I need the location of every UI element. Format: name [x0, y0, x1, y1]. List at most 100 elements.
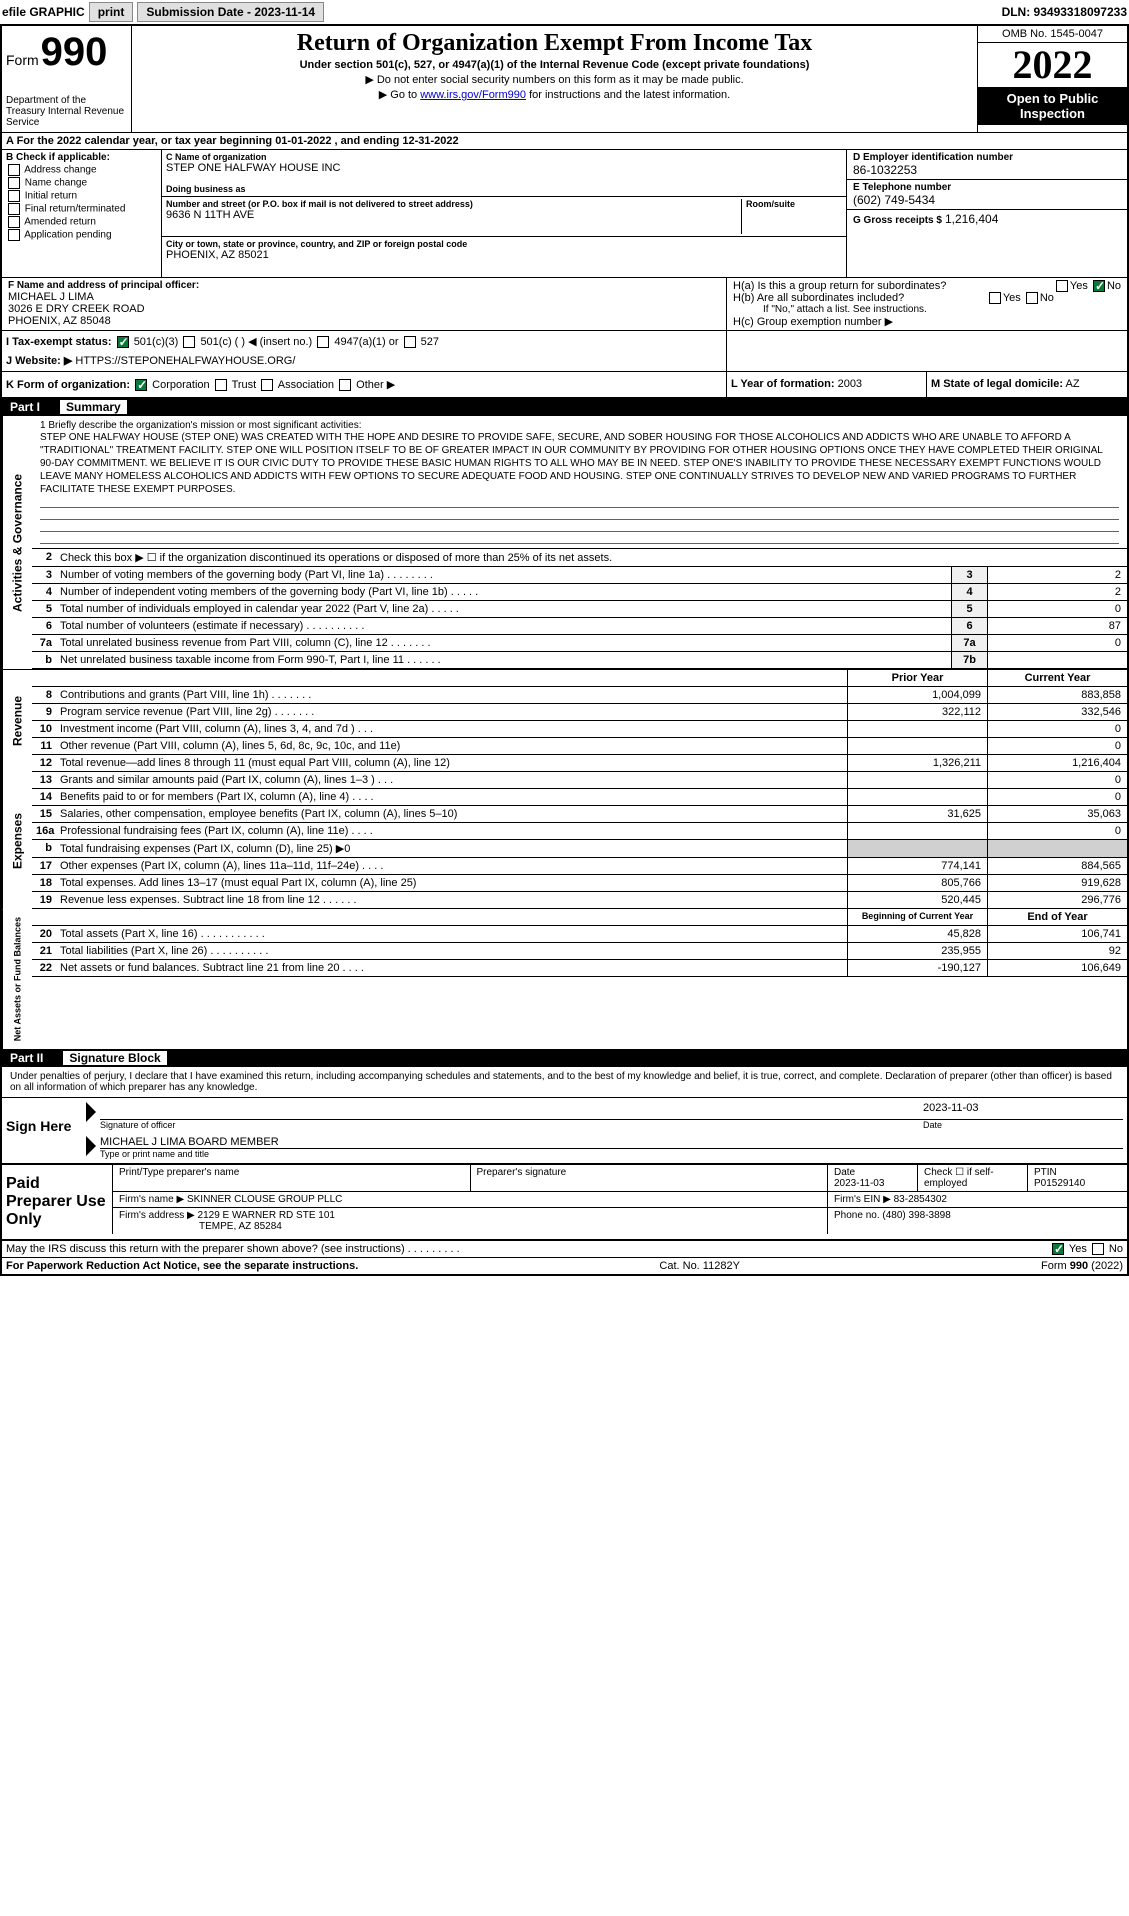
expenses-block: Expenses 13 Grants and similar amounts p… [2, 772, 1127, 909]
na-content: Beginning of Current Year End of Year 20… [32, 909, 1127, 1049]
line-desc: Benefits paid to or for members (Part IX… [56, 789, 847, 805]
chk-initial-return[interactable] [8, 190, 20, 202]
curr-val: 106,741 [987, 926, 1127, 942]
ha-no[interactable] [1093, 280, 1105, 292]
discuss-text: May the IRS discuss this return with the… [6, 1243, 460, 1255]
line-desc: Investment income (Part VIII, column (A)… [56, 721, 847, 737]
discuss-no[interactable] [1092, 1243, 1104, 1255]
line-desc: Total expenses. Add lines 13–17 (must eq… [56, 875, 847, 891]
chk-501c[interactable] [183, 336, 195, 348]
gov-line: 3 Number of voting members of the govern… [32, 567, 1127, 584]
line-desc: Check this box ▶ ☐ if the organization d… [56, 549, 1127, 566]
f-label: F Name and address of principal officer: [8, 280, 720, 291]
chk-527[interactable] [404, 336, 416, 348]
chk-4947[interactable] [317, 336, 329, 348]
l-label: L Year of formation: [731, 378, 835, 390]
net-assets-block: Net Assets or Fund Balances Beginning of… [2, 909, 1127, 1049]
submission-date-button[interactable]: Submission Date - 2023-11-14 [137, 2, 324, 22]
city-label: City or town, state or province, country… [166, 239, 842, 249]
chk-app-pending[interactable] [8, 229, 20, 241]
line-desc: Net unrelated business taxable income fr… [56, 652, 951, 668]
curr-val: 92 [987, 943, 1127, 959]
chk-final-return[interactable] [8, 203, 20, 215]
chk-corp[interactable] [135, 379, 147, 391]
l-val: 2003 [838, 378, 862, 390]
officer-name: MICHAEL J LIMA [8, 291, 720, 303]
k-3: Other ▶ [356, 379, 395, 391]
mission-block: 1 Briefly describe the organization's mi… [32, 416, 1127, 549]
print-button[interactable]: print [89, 2, 134, 22]
hb-no[interactable] [1026, 292, 1038, 304]
ha-row: H(a) Is this a group return for subordin… [733, 280, 1121, 292]
prior-val [847, 738, 987, 754]
line-num: 15 [32, 806, 56, 822]
part1-title: Summary [60, 400, 127, 414]
tax-year: 2022 [978, 43, 1127, 87]
prior-val: 520,445 [847, 892, 987, 908]
chk-address-change[interactable] [8, 164, 20, 176]
prep-date-label: Date [834, 1167, 911, 1178]
discuss-yes[interactable] [1052, 1243, 1064, 1255]
curr-val: 0 [987, 789, 1127, 805]
dln-label: DLN: 93493318097233 [1002, 5, 1127, 19]
chk-amended[interactable] [8, 216, 20, 228]
gross-row: G Gross receipts $ 1,216,404 [847, 210, 1127, 240]
part1-header: Part I Summary [2, 398, 1127, 416]
hb-yes[interactable] [989, 292, 1001, 304]
curr-val: 0 [987, 738, 1127, 754]
h-note: If "No," attach a list. See instructions… [733, 304, 1121, 315]
chk-trust[interactable] [215, 379, 227, 391]
gov-line: 7a Total unrelated business revenue from… [32, 635, 1127, 652]
sign-here-label: Sign Here [2, 1098, 82, 1163]
part2-num: Part II [10, 1051, 43, 1065]
line-desc: Total assets (Part X, line 16) . . . . .… [56, 926, 847, 942]
firm-label: Firm's name ▶ [119, 1194, 184, 1205]
gross-label: G Gross receipts $ [853, 215, 942, 226]
chk-501c3[interactable] [117, 336, 129, 348]
officer-printed-name: MICHAEL J LIMA BOARD MEMBER [100, 1136, 1123, 1149]
arrow-icon [86, 1136, 96, 1156]
line-num: 21 [32, 943, 56, 959]
data-line: 17 Other expenses (Part IX, column (A), … [32, 858, 1127, 875]
status-website-right [727, 331, 1127, 371]
line-num: 16a [32, 823, 56, 839]
data-line: 12 Total revenue—add lines 8 through 11 … [32, 755, 1127, 772]
prior-val: -190,127 [847, 960, 987, 976]
gov-line: b Net unrelated business taxable income … [32, 652, 1127, 669]
status-website-row: I Tax-exempt status: 501(c)(3) 501(c) ( … [2, 331, 1127, 372]
irs-link[interactable]: www.irs.gov/Form990 [420, 89, 526, 101]
ha-yes[interactable] [1056, 280, 1068, 292]
current-year-header: Current Year [987, 670, 1127, 686]
data-line: 8 Contributions and grants (Part VIII, l… [32, 687, 1127, 704]
line-desc: Other revenue (Part VIII, column (A), li… [56, 738, 847, 754]
form-ref: Form 990 (2022) [1041, 1260, 1123, 1272]
chk-other[interactable] [339, 379, 351, 391]
k-1: Trust [232, 379, 257, 391]
data-line: 20 Total assets (Part X, line 16) . . . … [32, 926, 1127, 943]
prep-row-2: Firm's name ▶ SKINNER CLOUSE GROUP PLLC … [112, 1192, 1127, 1208]
hb-label: H(b) Are all subordinates included? [733, 292, 904, 304]
line-num: 14 [32, 789, 56, 805]
chk-assoc[interactable] [261, 379, 273, 391]
i-label: I Tax-exempt status: [6, 336, 112, 348]
header-center: Return of Organization Exempt From Incom… [132, 26, 977, 132]
blue-line [40, 508, 1119, 520]
form-word: Form [6, 52, 39, 68]
blue-line [40, 496, 1119, 508]
subtitle-1: Under section 501(c), 527, or 4947(a)(1)… [136, 59, 973, 71]
phone-row: E Telephone number (602) 749-5434 [847, 180, 1127, 210]
prior-val: 31,625 [847, 806, 987, 822]
line-desc: Total number of individuals employed in … [56, 601, 951, 617]
line-val [987, 652, 1127, 668]
i-3: 527 [421, 336, 439, 348]
line-desc: Grants and similar amounts paid (Part IX… [56, 772, 847, 788]
curr-val: 0 [987, 721, 1127, 737]
entity-info-row: B Check if applicable: Address change Na… [2, 150, 1127, 278]
chk-name-change[interactable] [8, 177, 20, 189]
prep-row-1: Print/Type preparer's name Preparer's si… [112, 1165, 1127, 1192]
dba-label: Doing business as [166, 184, 842, 194]
subtitle-3: ▶ Go to www.irs.gov/Form990 for instruct… [136, 88, 973, 101]
officer-addr1: 3026 E DRY CREEK ROAD [8, 303, 720, 315]
ptin-val: P01529140 [1034, 1178, 1121, 1189]
preparer-block: Paid Preparer Use Only Print/Type prepar… [2, 1165, 1127, 1241]
